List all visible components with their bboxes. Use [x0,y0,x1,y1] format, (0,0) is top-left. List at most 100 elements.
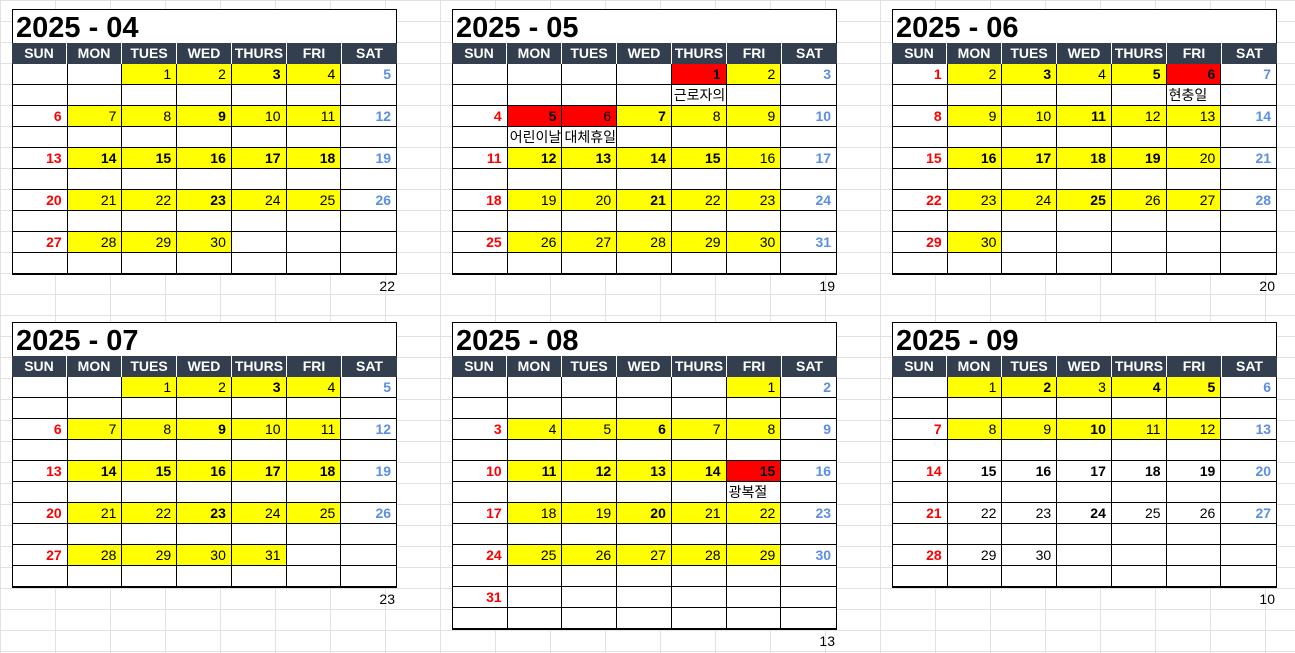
note-cell[interactable] [231,398,287,419]
empty-cell[interactable] [13,64,68,85]
date-cell[interactable]: 22 [122,190,178,211]
note-cell[interactable] [1111,482,1167,503]
empty-cell[interactable] [1002,232,1058,253]
date-cell[interactable]: 28 [671,545,727,566]
note-cell[interactable] [122,566,178,587]
date-cell[interactable]: 16 [177,461,232,482]
note-cell[interactable] [286,253,342,274]
note-cell[interactable] [231,211,287,232]
date-cell[interactable]: 23 [177,503,232,524]
note-cell[interactable] [1166,211,1222,232]
date-cell[interactable]: 11 [286,106,342,127]
date-cell[interactable]: 6 [13,419,68,440]
note-cell[interactable] [671,566,727,587]
note-cell[interactable] [781,127,837,148]
note-cell[interactable] [671,211,727,232]
note-cell[interactable] [67,398,123,419]
date-cell[interactable]: 23 [177,190,232,211]
date-cell[interactable]: 3 [1057,377,1112,398]
note-cell[interactable] [726,398,782,419]
empty-cell[interactable] [617,377,672,398]
date-cell[interactable]: 30 [947,232,1003,253]
date-cell[interactable]: 21 [1221,148,1277,169]
note-cell[interactable] [453,398,508,419]
note-cell[interactable] [671,440,727,461]
note-cell[interactable] [562,253,618,274]
note-cell[interactable] [13,440,68,461]
empty-cell[interactable] [671,377,727,398]
date-cell[interactable]: 19 [507,190,563,211]
date-cell[interactable]: 18 [453,190,508,211]
date-cell[interactable]: 13 [13,461,68,482]
note-cell[interactable] [1057,253,1112,274]
note-cell[interactable] [1002,211,1058,232]
note-cell[interactable] [726,127,782,148]
note-cell[interactable] [286,398,342,419]
note-cell[interactable] [67,211,123,232]
note-cell[interactable] [617,566,672,587]
date-cell[interactable]: 19 [341,148,397,169]
note-cell[interactable] [947,127,1003,148]
note-cell[interactable] [893,127,948,148]
date-cell[interactable]: 7 [67,419,123,440]
note-cell[interactable] [341,524,397,545]
note-cell[interactable] [1111,440,1167,461]
note-cell[interactable] [286,169,342,190]
note-cell[interactable] [507,169,563,190]
date-cell[interactable]: 3 [231,64,287,85]
empty-cell[interactable] [453,64,508,85]
date-cell[interactable]: 22 [726,503,782,524]
note-cell[interactable] [671,253,727,274]
note-cell[interactable] [1166,440,1222,461]
date-cell[interactable]: 12 [341,419,397,440]
date-cell[interactable]: 9 [177,419,232,440]
date-cell[interactable]: 9 [947,106,1003,127]
note-cell[interactable] [67,85,123,106]
note-cell[interactable] [726,169,782,190]
date-cell[interactable]: 2 [177,377,232,398]
date-cell[interactable]: 28 [893,545,948,566]
note-cell[interactable] [617,253,672,274]
note-cell[interactable] [177,566,232,587]
note-cell[interactable] [1166,524,1222,545]
note-cell[interactable] [177,169,232,190]
note-cell[interactable] [893,524,948,545]
note-cell[interactable] [453,482,508,503]
note-cell[interactable] [122,127,178,148]
date-cell[interactable]: 5 [341,64,397,85]
note-cell[interactable] [1057,211,1112,232]
empty-cell[interactable] [67,64,123,85]
note-cell[interactable] [1057,440,1112,461]
empty-cell[interactable] [341,545,397,566]
note-cell[interactable] [1111,524,1167,545]
note-cell[interactable] [341,211,397,232]
note-cell[interactable] [1057,127,1112,148]
date-cell[interactable]: 15 [726,461,782,482]
note-cell[interactable] [67,127,123,148]
note-cell[interactable] [341,85,397,106]
date-cell[interactable]: 23 [947,190,1003,211]
note-cell[interactable] [1057,482,1112,503]
empty-cell[interactable] [1166,232,1222,253]
note-cell[interactable] [1057,566,1112,587]
note-cell[interactable] [562,85,618,106]
date-cell[interactable]: 16 [781,461,837,482]
note-cell[interactable] [13,127,68,148]
date-cell[interactable]: 7 [617,106,672,127]
note-cell[interactable] [617,211,672,232]
date-cell[interactable]: 4 [286,64,342,85]
date-cell[interactable]: 14 [67,461,123,482]
empty-cell[interactable] [1111,545,1167,566]
note-cell[interactable] [507,440,563,461]
date-cell[interactable]: 9 [781,419,837,440]
empty-cell[interactable] [1166,545,1222,566]
note-cell[interactable] [726,440,782,461]
date-cell[interactable]: 1 [122,64,178,85]
date-cell[interactable]: 6 [1221,377,1277,398]
note-cell[interactable] [341,169,397,190]
date-cell[interactable]: 18 [1057,148,1112,169]
date-cell[interactable]: 21 [67,503,123,524]
empty-cell[interactable] [507,587,563,608]
note-cell[interactable] [1221,253,1277,274]
date-cell[interactable]: 6 [617,419,672,440]
